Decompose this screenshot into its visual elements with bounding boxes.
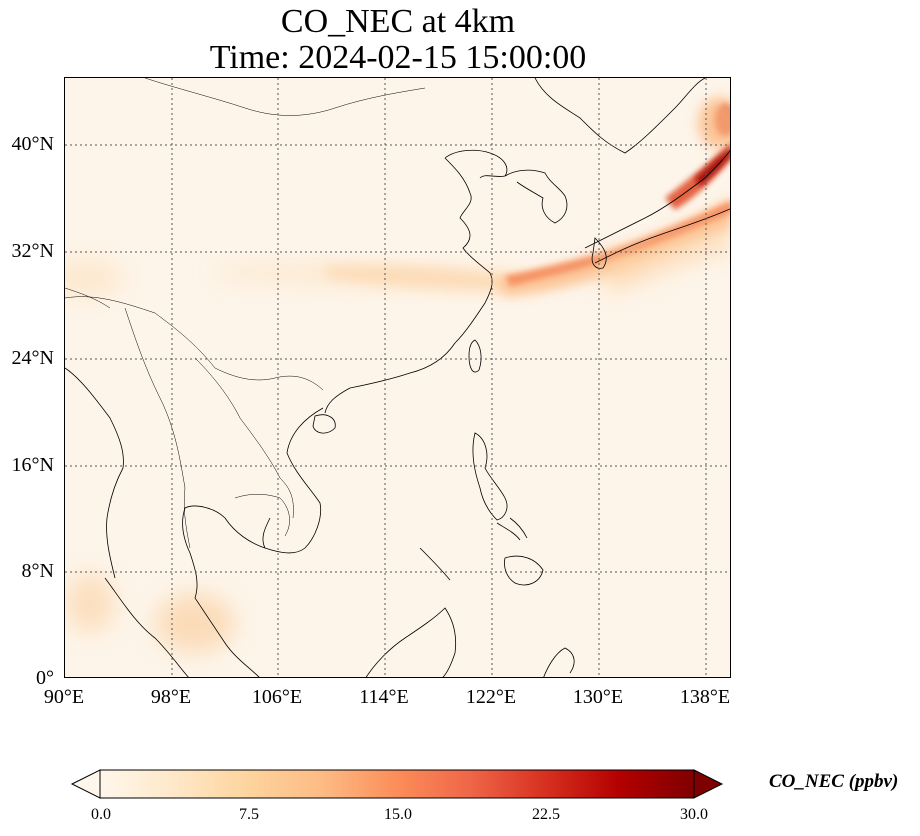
- coast-bohai: [444, 149, 508, 179]
- colorbar-tick-15: 15.0: [384, 806, 412, 823]
- coast-luzon: [472, 432, 508, 521]
- lat-label-0: 0°: [36, 667, 54, 689]
- coast-korea: [504, 169, 568, 224]
- border-india-china: [65, 287, 111, 309]
- map-canvas: [65, 78, 730, 677]
- plume-central-band: [325, 265, 505, 290]
- coast-vietnam: [262, 407, 324, 554]
- lat-label-40: 40°N: [11, 133, 54, 155]
- coast-bay-bengal: [65, 367, 124, 579]
- border-china-south: [65, 296, 324, 391]
- plume-china-inland: [65, 258, 125, 298]
- coast-borneo: [365, 607, 457, 677]
- colorbar: [70, 769, 724, 799]
- plume-pacific-lobe: [605, 228, 730, 293]
- border-myanmar-thailand: [124, 307, 191, 549]
- border-cambodia: [234, 494, 290, 537]
- co-concentration-field: [65, 97, 730, 653]
- lat-label-32: 32°N: [11, 240, 54, 262]
- lon-label-130: 130°E: [572, 686, 624, 708]
- map-title-line-2: Time: 2024-02-15 15:00:00: [209, 39, 587, 76]
- lat-label-8: 8°N: [21, 560, 54, 582]
- coast-russia-north: [534, 78, 706, 154]
- coast-hainan: [312, 414, 336, 434]
- colorbar-tick-30: 30.0: [680, 806, 708, 823]
- colorbar-tick-7-5: 7.5: [239, 806, 259, 823]
- colorbar-extend-min: [70, 769, 101, 799]
- colorbar-title: CO_NEC (ppbv): [769, 771, 899, 792]
- coast-mainland-china: [324, 157, 493, 414]
- coast-gulf-thailand: [182, 505, 266, 677]
- border-mongolia: [144, 78, 426, 116]
- coast-visayas: [496, 517, 528, 541]
- lat-label-16: 16°N: [11, 454, 54, 476]
- coast-sumatra: [104, 577, 189, 677]
- coast-palawan: [419, 547, 451, 581]
- lat-label-24: 24°N: [11, 347, 54, 369]
- lon-label-114: 114°E: [359, 686, 409, 708]
- country-borders: [65, 78, 426, 549]
- coast-kyushu: [591, 237, 607, 269]
- map-panel: [64, 77, 731, 678]
- coast-japan-south: [594, 208, 730, 264]
- plume-japan-max: [695, 145, 730, 186]
- map-title-line-1: CO_NEC at 4km: [280, 3, 516, 40]
- colorbar-tick-0: 0.0: [91, 806, 111, 823]
- coast-taiwan: [468, 339, 482, 373]
- border-laos: [194, 357, 294, 519]
- lon-label-90: 90°E: [43, 686, 85, 708]
- coast-sulawesi: [543, 647, 575, 677]
- coastlines: [65, 78, 730, 677]
- lon-label-122: 122°E: [465, 686, 517, 708]
- lon-label-98: 98°E: [150, 686, 192, 708]
- coast-japan-honshu: [584, 150, 730, 249]
- plume-sumatra-patch: [65, 573, 115, 633]
- coast-mindanao: [504, 555, 544, 586]
- colorbar-extend-max: [693, 769, 724, 799]
- plume-core: [505, 200, 730, 286]
- colorbar-gradient: [99, 769, 695, 799]
- colorbar-tick-22-5: 22.5: [532, 806, 560, 823]
- gridlines: [65, 78, 730, 677]
- lon-label-138: 138°E: [679, 686, 731, 708]
- plume-malay-patch: [155, 593, 235, 653]
- plume-north-halo: [698, 97, 730, 149]
- lon-label-106: 106°E: [251, 686, 303, 708]
